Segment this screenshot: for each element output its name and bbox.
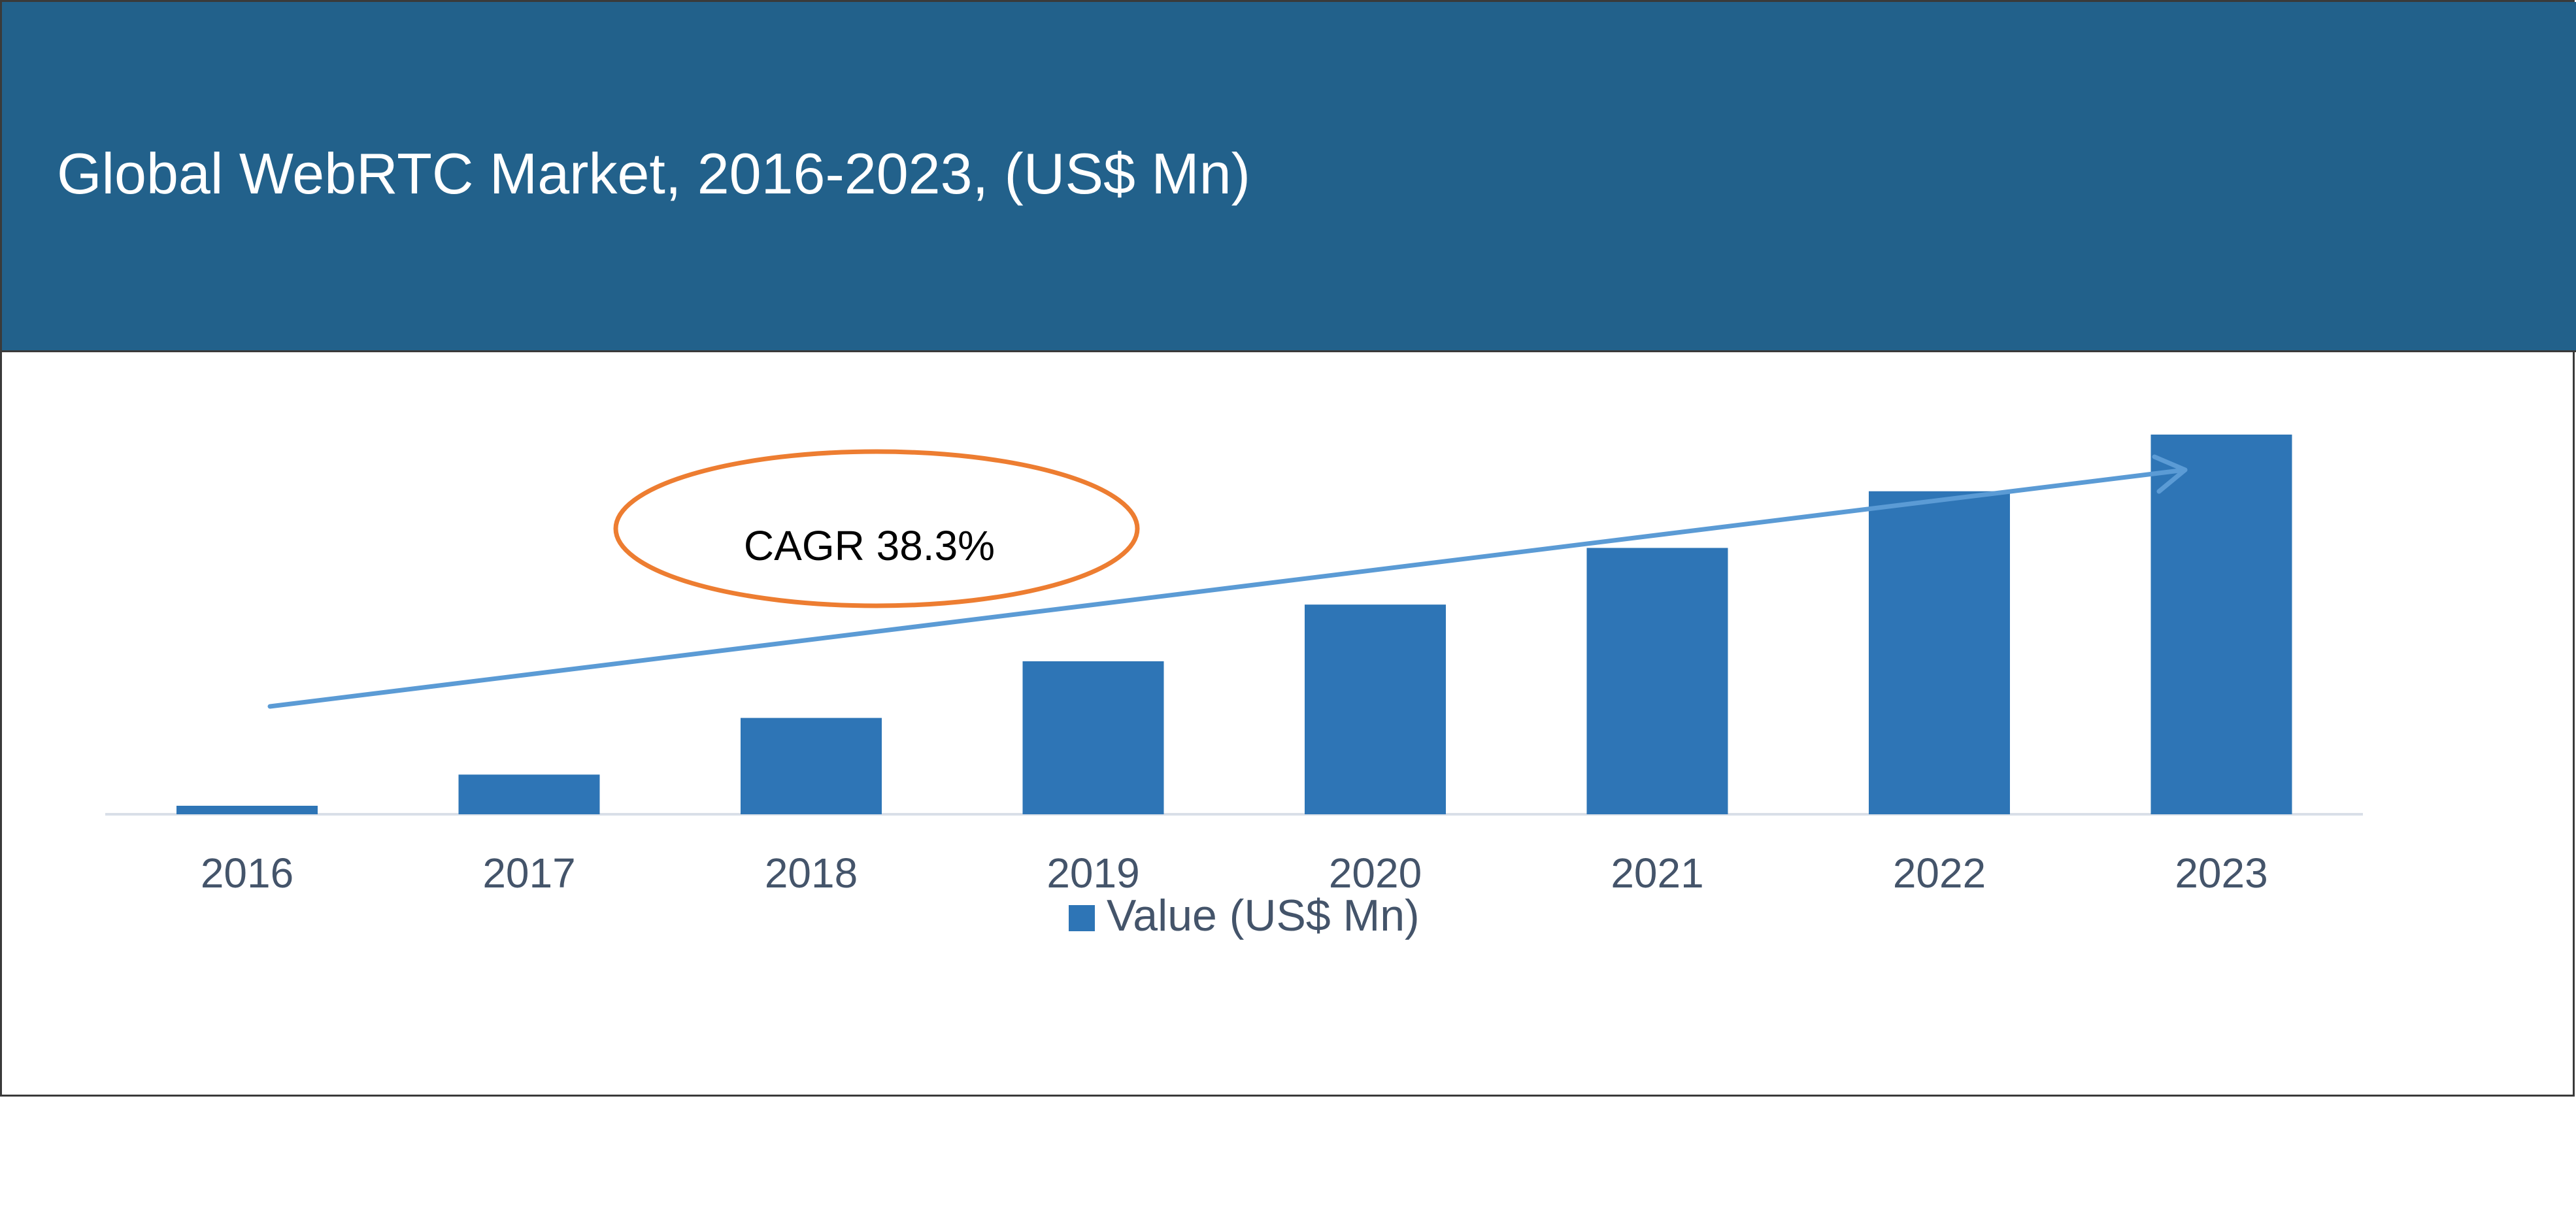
- cagr-label: CAGR 38.3%: [744, 522, 995, 569]
- bar-2021: [1586, 548, 1728, 814]
- legend-label: Value (US$ Mn): [1107, 891, 1420, 940]
- x-tick-label-2016: 2016: [201, 850, 293, 897]
- chart-frame: Global WebRTC Market, 2016-2023, (US$ Mn…: [0, 0, 2576, 1097]
- bar-2018: [741, 718, 882, 814]
- trend-arrow-line: [267, 467, 2188, 709]
- bar-2022: [1869, 491, 2010, 814]
- legend-swatch: [1069, 905, 1095, 931]
- x-tick-label-2017: 2017: [482, 850, 575, 897]
- bar-2019: [1022, 661, 1164, 814]
- x-tick-label-2019: 2019: [1046, 850, 1139, 897]
- header-banner: Global WebRTC Market, 2016-2023, (US$ Mn…: [2, 2, 2576, 352]
- x-tick-label-2018: 2018: [765, 850, 858, 897]
- bar-2017: [458, 774, 600, 814]
- bar-2016: [176, 805, 318, 814]
- x-tick-label-2020: 2020: [1329, 850, 1422, 897]
- bar-chart: 2016 2017 2018 2019 2020 2021 2022 2023 CAGR 38.…: [105, 435, 2363, 940]
- x-tick-label-2023: 2023: [2175, 850, 2267, 897]
- chart-title: Global WebRTC Market, 2016-2023, (US$ Mn…: [57, 141, 1250, 206]
- bar-2023: [2150, 435, 2292, 814]
- x-tick-label-2021: 2021: [1611, 850, 1703, 897]
- trend-arrow-head: [2152, 454, 2188, 494]
- cagr-ellipse: [613, 449, 1140, 608]
- x-tick-label-2022: 2022: [1893, 850, 1986, 897]
- bar-2020: [1305, 604, 1446, 814]
